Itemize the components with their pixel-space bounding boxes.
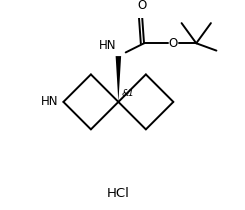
Text: &1: &1	[122, 89, 135, 98]
Polygon shape	[116, 56, 121, 102]
Text: HN: HN	[99, 39, 117, 52]
Text: O: O	[169, 37, 178, 50]
Text: HN: HN	[41, 95, 59, 108]
Text: O: O	[138, 0, 147, 12]
Text: HCl: HCl	[107, 187, 130, 200]
